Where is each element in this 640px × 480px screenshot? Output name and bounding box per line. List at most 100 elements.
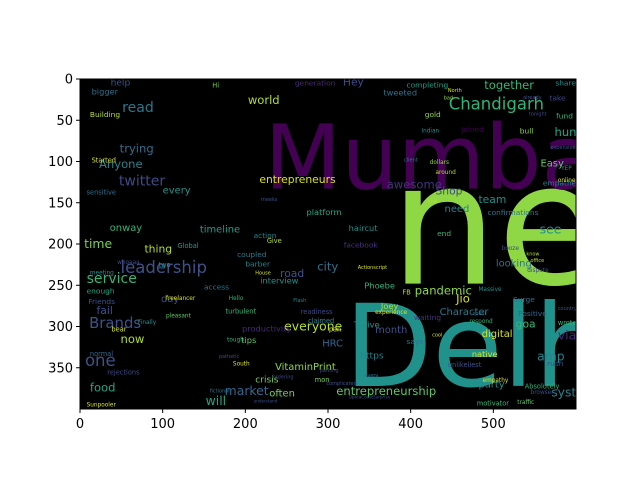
- word-shop: Shop: [435, 185, 462, 198]
- word-rush: rush: [547, 359, 564, 368]
- word-food: food: [90, 381, 116, 395]
- word-brands: Brands: [89, 314, 141, 332]
- word-bad: bad: [444, 96, 453, 102]
- word-hello: Hello: [229, 296, 244, 302]
- word-wrote: wrote: [558, 319, 577, 327]
- word-often: often: [269, 389, 295, 400]
- word-action: action: [254, 231, 277, 240]
- x-tick-label: 0: [76, 417, 84, 432]
- y-axis: 0 50 100 150 200 250 300 350: [48, 73, 80, 376]
- word-indian: Indian: [421, 129, 439, 135]
- word-service: service: [87, 271, 137, 287]
- word-party: party: [478, 380, 504, 391]
- word-crisis: crisis: [255, 376, 278, 386]
- word-south: South: [233, 361, 250, 367]
- word-joined: Joined: [460, 125, 484, 134]
- word-hrc: HRC: [322, 338, 343, 349]
- x-tick-label: 300: [316, 417, 341, 432]
- word-confirmations: confirmations: [488, 208, 539, 217]
- word-two: two: [159, 261, 171, 269]
- word-finally: Finally: [138, 320, 157, 326]
- word-started: Started: [92, 156, 116, 164]
- y-tick-label: 150: [48, 196, 73, 211]
- word-amp: amp: [537, 348, 565, 363]
- word-fail: fail: [97, 304, 113, 317]
- word-take: take: [550, 93, 567, 102]
- word-turbulent: turbulent: [225, 307, 256, 315]
- x-tick-label: 500: [481, 417, 506, 432]
- word-need: need: [445, 204, 470, 215]
- word-complicated: complicated: [326, 381, 356, 387]
- word-month: month: [375, 325, 407, 336]
- word-awesome: awesome: [387, 178, 442, 192]
- y-tick-label: 250: [48, 279, 73, 294]
- word-market: market: [225, 383, 269, 398]
- word-spent: spent: [473, 311, 487, 317]
- word-road: road: [280, 267, 304, 280]
- word-says: says: [407, 337, 424, 346]
- word-motivator: motivator: [477, 400, 510, 408]
- word-generation: generation: [295, 79, 336, 88]
- word-normal: normal: [90, 350, 113, 358]
- y-tick-label: 300: [48, 320, 73, 335]
- word-fictional: fictional: [210, 389, 230, 395]
- word-pleasant: pleasant: [166, 313, 192, 319]
- word-meeting: meeting: [90, 271, 114, 277]
- word-coupled: coupled: [237, 250, 267, 259]
- word-completing: completing: [407, 80, 449, 89]
- word-time: time: [84, 236, 112, 251]
- word-give: Give: [267, 237, 282, 245]
- word-vitaminprint: VitaminPrint: [275, 362, 336, 373]
- word-ordering: ordering: [273, 374, 294, 380]
- word-empathy: empathy: [483, 378, 509, 384]
- y-tick-label: 0: [65, 73, 73, 88]
- word-tonight: tonight: [529, 111, 547, 117]
- word-already: already: [523, 95, 542, 101]
- word-claimed: claimed: [308, 317, 334, 325]
- word-know: know: [526, 252, 539, 258]
- word-mon: mon: [315, 376, 330, 384]
- y-tick-label: 350: [48, 361, 73, 376]
- word-hi: Hi: [212, 81, 219, 89]
- word-bull: bull: [520, 126, 534, 135]
- word-pandemic: pandemic: [415, 283, 472, 297]
- word-interview: interview: [260, 276, 298, 286]
- word-bigger: bigger: [92, 87, 119, 97]
- word-dispute: dispute: [527, 268, 549, 274]
- word-thrive: Thrive: [353, 319, 380, 329]
- word-goa: goa: [516, 317, 536, 330]
- word-tough: tough: [227, 337, 244, 343]
- word-delhi: Delhi: [345, 280, 639, 413]
- word-hey: Hey: [343, 76, 365, 89]
- word-bear: bear: [111, 325, 126, 333]
- word-tips: tips: [241, 335, 256, 345]
- word-client: client: [404, 158, 418, 164]
- word-new: new: [390, 127, 640, 324]
- word-one: one: [85, 351, 116, 370]
- word-meeks: meeks: [261, 197, 278, 203]
- word-surge: Surge: [513, 295, 535, 304]
- word-every: every: [364, 373, 378, 379]
- word-everyone: everyone: [284, 319, 342, 334]
- word-whoaaa: whoaaa: [117, 260, 140, 266]
- word-digital: digital: [482, 329, 513, 340]
- word-timeline: timeline: [200, 224, 240, 235]
- word-https: https: [360, 352, 384, 362]
- word-now: now: [121, 332, 145, 346]
- word-team: team: [478, 193, 506, 206]
- word-fb: FB: [402, 288, 411, 296]
- word-booze: booze: [502, 246, 520, 252]
- word-dollars: dollars: [430, 160, 449, 166]
- word-sensitive: sensitive: [87, 189, 116, 197]
- word-yep: YEP: [560, 166, 572, 172]
- word-parking: parking: [320, 368, 339, 374]
- word-joey: Joey: [380, 301, 399, 311]
- word-together: together: [484, 78, 534, 92]
- x-tick-label: 100: [150, 417, 175, 432]
- word-readiness: readiness: [301, 308, 333, 316]
- word-online: online: [558, 178, 576, 184]
- y-tick-label: 200: [48, 238, 73, 253]
- word-flash: Flash: [293, 298, 306, 304]
